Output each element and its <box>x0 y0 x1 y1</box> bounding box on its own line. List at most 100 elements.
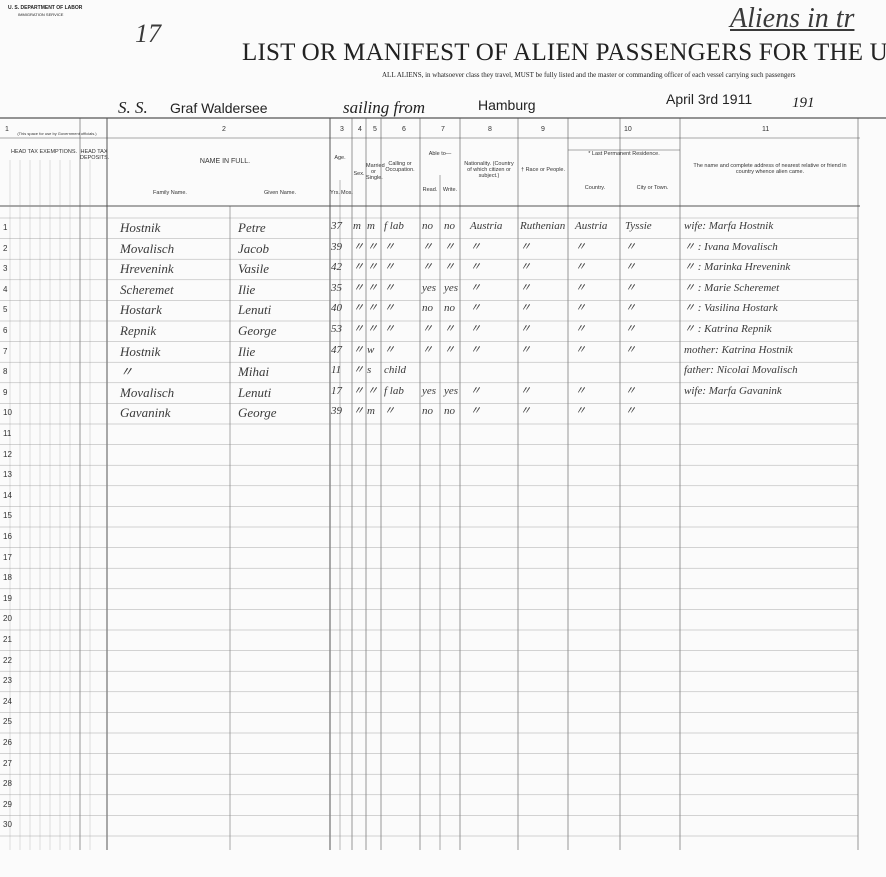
cell-nationality: Austria <box>470 220 503 232</box>
department: U. S. DEPARTMENT OF LABOR <box>8 5 83 11</box>
cell-write: no <box>444 220 455 232</box>
column-header: HEAD TAX DEPOSITS. <box>80 149 110 161</box>
cell-sex: m <box>353 220 361 232</box>
column-header: Yrs. <box>330 190 340 196</box>
ship-prefix: S. S. <box>118 98 148 117</box>
column-number: 8 <box>488 126 492 133</box>
column-number: 3 <box>340 126 344 133</box>
row-number: 20 <box>3 614 12 624</box>
cell-age: 39 <box>331 240 342 253</box>
cell-country: 〃 <box>575 323 586 335</box>
cell-write: no <box>444 302 455 315</box>
cell-marital: 〃 <box>367 323 378 335</box>
cell-read: no <box>422 405 433 418</box>
cell-occupation: 〃 <box>384 323 395 335</box>
column-header: The name and complete address of nearest… <box>693 163 847 175</box>
cell-sex: 〃 <box>353 405 364 418</box>
cell-race: Ruthenian <box>520 220 566 232</box>
cell-nationality: 〃 <box>470 343 481 356</box>
row-number: 5 <box>3 305 8 315</box>
cell-country: 〃 <box>575 261 586 274</box>
cell-occupation: 〃 <box>384 405 395 418</box>
cell-family: Hostnik <box>120 220 161 235</box>
cell-nationality: 〃 <box>470 281 481 294</box>
cell-marital: 〃 <box>367 240 378 253</box>
cell-sex: 〃 <box>353 343 364 356</box>
cell-nationality: 〃 <box>470 405 481 418</box>
cell-race: 〃 <box>520 384 531 397</box>
cell-given: Mihai <box>238 364 270 380</box>
cell-family: Hostnik <box>120 343 161 359</box>
column-header: Read. <box>422 187 438 193</box>
row-number: 6 <box>3 326 8 335</box>
cell-city: 〃 <box>625 323 636 335</box>
row-number: 14 <box>3 490 12 500</box>
cell-nationality: 〃 <box>470 240 481 253</box>
cell-read: 〃 <box>422 343 433 356</box>
cell-age: 39 <box>331 405 342 418</box>
column-number: 4 <box>358 126 362 133</box>
cell-race: 〃 <box>520 240 531 253</box>
cell-relative: 〃 : Marie Scheremet <box>684 281 780 294</box>
cell-given: Vasile <box>238 261 270 277</box>
cell-sex: 〃 <box>353 261 364 274</box>
cell-relative: father: Nicolai Movalisch <box>684 364 798 377</box>
row-number: 9 <box>3 387 8 397</box>
cell-read: no <box>422 220 433 232</box>
cell-given: Ilie <box>238 343 256 359</box>
column-header: Family Name. <box>153 190 187 196</box>
column-header: Mos. <box>341 190 353 196</box>
cell-city: Tyssie <box>625 220 652 232</box>
cell-occupation: f lab <box>384 384 404 397</box>
row-number: 22 <box>3 655 12 665</box>
subtitle: ALL ALIENS, in whatsoever class they tra… <box>382 71 796 79</box>
cell-family: Movalisch <box>120 240 175 256</box>
cell-age: 42 <box>331 261 342 274</box>
cell-relative: mother: Katrina Hostnik <box>684 343 793 356</box>
ship-name: Graf Waldersee <box>170 100 268 116</box>
row-number: 17 <box>3 552 12 562</box>
cell-write: 〃 <box>444 261 455 274</box>
cell-race: 〃 <box>520 405 531 418</box>
cell-age: 35 <box>331 281 342 294</box>
column-header: Nationality. (Country of which citizen o… <box>464 161 514 179</box>
column-header: (This space for use by Government offici… <box>17 131 97 136</box>
cell-relative: 〃 : Katrina Repnik <box>684 323 772 335</box>
column-number: 1 <box>5 126 9 133</box>
cell-occupation: 〃 <box>384 302 395 315</box>
cell-given: Petre <box>238 220 266 235</box>
title: LIST OR MANIFEST OF ALIEN PASSENGERS FOR… <box>242 39 886 66</box>
cell-family: Scheremet <box>120 281 174 297</box>
column-number: 7 <box>441 126 445 133</box>
cell-read: yes <box>422 384 437 397</box>
stamp: Aliens in tr <box>730 3 855 34</box>
cell-given: George <box>238 323 277 338</box>
cell-city: 〃 <box>625 384 636 397</box>
cell-write: 〃 <box>444 323 455 335</box>
cell-country: 〃 <box>575 343 586 356</box>
column-header: Able to— <box>428 151 452 157</box>
cell-marital: 〃 <box>367 384 378 397</box>
cell-sex: 〃 <box>353 240 364 253</box>
column-number: 10 <box>624 126 632 133</box>
cell-given: Lenuti <box>238 302 272 318</box>
cell-family: Hostark <box>120 302 162 318</box>
column-header: Sex. <box>353 171 365 177</box>
column-number: 6 <box>402 126 406 133</box>
cell-given: Jacob <box>238 240 270 256</box>
row-number: 2 <box>3 243 8 253</box>
cell-country: 〃 <box>575 384 586 397</box>
cell-marital: 〃 <box>367 261 378 274</box>
cell-given: Lenuti <box>238 384 272 400</box>
cell-city: 〃 <box>625 261 636 274</box>
row-number: 13 <box>3 470 12 480</box>
cell-age: 17 <box>331 384 342 397</box>
column-header: Given Name. <box>263 190 297 196</box>
port: Hamburg <box>478 97 536 113</box>
page-number: 17 <box>135 19 161 48</box>
cell-race: 〃 <box>520 261 531 274</box>
column-header: Calling or Occupation. <box>385 161 415 173</box>
column-header: City or Town. <box>636 185 669 191</box>
cell-city: 〃 <box>625 343 636 356</box>
